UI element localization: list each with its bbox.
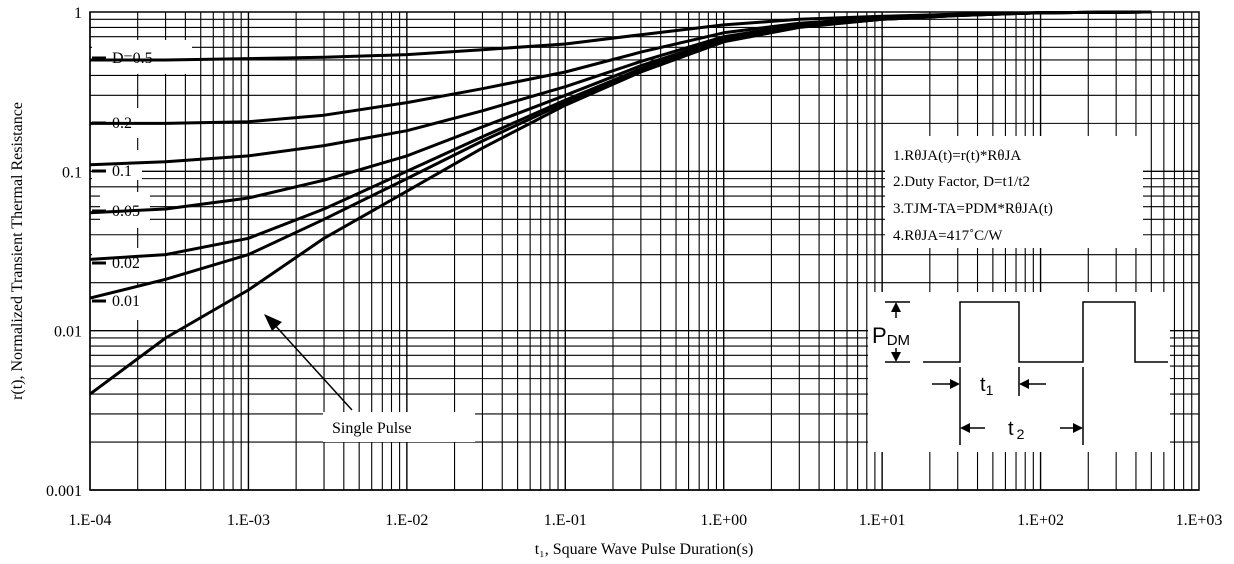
y-tick-label: 0.001 [46, 483, 82, 500]
curve-label: D=0.5 [112, 50, 153, 67]
curve-labels: D=0.5 0.2 0.1 0.05 0.02 0.01 [92, 50, 153, 310]
curve-label: 0.2 [112, 115, 132, 132]
label-backdrop [92, 40, 192, 74]
y-axis-title: r(t), Normalized Transient Thermal Resis… [9, 102, 26, 400]
note-3: 3.TJM-TA=PDM*RθJA(t) [893, 201, 1053, 217]
single-pulse-annotation: Single Pulse [264, 314, 475, 442]
pdm-label: PDM [872, 323, 910, 349]
y-tick-label: 0.01 [54, 324, 82, 341]
x-tick-label: 1.E-02 [385, 512, 428, 529]
x-tick-label: 1.E-03 [227, 512, 270, 529]
curve-label: 0.02 [112, 255, 140, 272]
t1-label: t1 [980, 374, 994, 398]
x-tick-label: 1.E+00 [700, 512, 747, 529]
x-tick-label: 1.E-04 [68, 512, 111, 529]
y-tick-label: 0.1 [62, 164, 82, 181]
arrow-head [264, 314, 282, 331]
tick-labels: 1.E-04 1.E-03 1.E-02 1.E-01 1.E+00 1.E+01 1.E+… [46, 5, 1222, 529]
x-tick-label: 1.E-01 [544, 512, 587, 529]
series-lines [89, 10, 1152, 396]
x-tick-label: 1.E+03 [1176, 512, 1223, 529]
single-pulse-label: Single Pulse [332, 420, 412, 437]
series-line-6 [89, 10, 1152, 396]
note-4: 4.RθJA=417˚C/W [893, 228, 1003, 244]
x-tick-label: 1.E+01 [859, 512, 906, 529]
plot-frame [89, 11, 1200, 491]
single-pulse-arrow [271, 321, 353, 411]
curve-label: 0.01 [112, 293, 140, 310]
curve-label: 0.1 [112, 163, 132, 180]
notes-box: 1.RθJA(t)=r(t)*RθJA 2.Duty Factor, D=t1/… [885, 136, 1143, 248]
y-tick-label: 1 [74, 5, 82, 22]
pulse-waveform [923, 301, 1168, 363]
plot-grid [89, 12, 1199, 491]
x-axis-title: t₁, Square Wave Pulse Duration(s) [535, 541, 754, 558]
note-2: 2.Duty Factor, D=t1/t2 [893, 174, 1030, 190]
curve-label: 0.05 [112, 203, 140, 220]
x-tick-label: 1.E+02 [1017, 512, 1064, 529]
label-backdrop [92, 248, 152, 282]
note-1: 1.RθJA(t)=r(t)*RθJA [893, 148, 1021, 164]
